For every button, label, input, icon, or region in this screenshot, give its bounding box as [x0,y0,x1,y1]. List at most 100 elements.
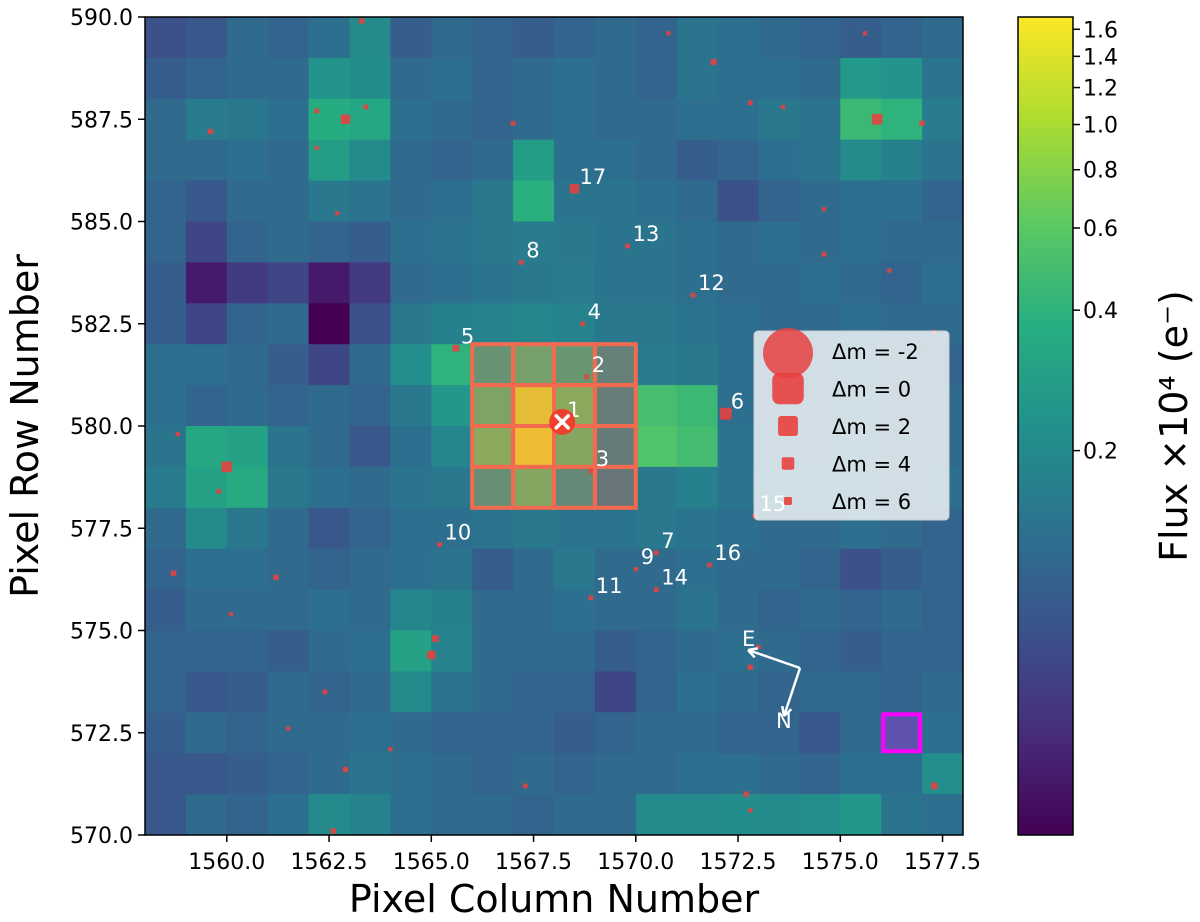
heatmap-pixel [226,548,269,591]
heatmap-pixel [881,671,923,713]
heatmap-pixel [185,630,228,672]
heatmap-pixel [758,57,800,100]
x-tick-label: 1575.0 [802,850,879,875]
heatmap-pixel [431,180,473,223]
star-label: 13 [633,222,660,246]
heatmap-pixel [472,221,514,263]
heatmap-pixel [676,139,719,182]
pixel-heatmap [145,17,963,835]
star-marker [743,791,749,797]
legend-label: Δm = -2 [832,340,919,364]
heatmap-pixel [635,262,678,304]
star-marker [871,113,883,125]
heatmap-pixel [349,753,391,795]
heatmap-pixel [922,57,963,100]
heatmap-pixel [881,548,923,591]
heatmap-pixel [349,671,391,713]
aperture-pixel [470,383,516,429]
heatmap-pixel [226,344,269,386]
heatmap-pixel [390,139,432,182]
heatmap-pixel [226,426,269,468]
heatmap-pixel [881,57,923,100]
heatmap-pixel [635,385,678,427]
heatmap-pixel [635,57,678,100]
photometric-aperture [470,342,923,754]
heatmap-pixel [922,712,963,754]
heatmap-pixel [840,221,882,263]
heatmap-pixel [676,344,719,386]
heatmap-pixel [349,589,391,632]
compass-north-arrow [780,667,802,717]
heatmap-pixel [676,98,719,141]
heatmap-pixel [513,98,555,141]
heatmap-pixel [717,303,760,345]
heatmap-pixel [145,344,187,386]
heatmap-pixel [840,17,882,59]
heatmap-pixel [390,671,432,713]
heatmap-pixel [554,303,596,345]
heatmap-pixel [635,303,678,345]
heatmap-pixel [267,344,310,386]
heatmap-pixel [431,385,473,427]
heatmap-pixel [226,221,269,263]
heatmap-pixel [349,221,391,263]
heatmap-pixel [922,180,963,223]
heatmap-pixel [267,630,310,672]
heatmap-pixel [799,98,841,141]
heatmap-pixel [922,262,963,304]
background-pixel [881,712,923,754]
heatmap-pixel [758,671,800,713]
heatmap-pixel [594,262,637,304]
heatmap-pixel [513,180,555,223]
heatmap-pixel [145,630,187,672]
heatmap-pixel [881,589,923,632]
heatmap-pixel [676,589,719,632]
heatmap-pixel [145,180,187,223]
heatmap-pixel [472,344,514,386]
star-marker [522,783,528,789]
heatmap-pixel [472,17,514,59]
heatmap-pixel [758,589,800,632]
heatmap-pixel [185,262,228,304]
heatmap-pixel [676,794,719,835]
heatmap-pixel [226,671,269,713]
x-tick-label: 1565.0 [393,850,470,875]
star-marker [625,243,631,249]
heatmap-pixel [472,712,514,754]
heatmap-pixel [922,589,963,632]
star-marker [359,18,365,24]
heatmap-pixel [554,630,596,672]
heatmap-pixel [594,303,637,345]
heatmap-pixel [349,385,391,427]
star-label: 17 [579,165,606,189]
heatmap-pixel [390,262,432,304]
aperture-pixel [470,424,516,469]
colorbar-label: Flux ×10⁴ (e⁻) [1152,290,1196,562]
heatmap-pixel [308,753,351,795]
heatmap-pixel [676,671,719,713]
heatmap-pixel [308,221,351,263]
heatmap-pixel [594,385,637,427]
heatmap-pixel [267,753,310,795]
heatmap-pixel [513,57,555,100]
star-marker [314,108,320,114]
heatmap-pixel [185,466,228,509]
heatmap-pixel [472,589,514,632]
heatmap-pixel [881,794,923,835]
heatmap-pixel [594,139,637,182]
legend-marker [772,372,804,405]
heatmap-pixel [594,548,637,591]
heatmap-pixel [594,221,637,263]
heatmap-pixel [676,630,719,672]
heatmap-pixel [922,753,963,795]
heatmap-pixel [145,426,187,468]
legend: Δm = -2 Δm = 0 Δm = 2 Δm = 4 Δm = 6 [753,328,950,521]
heatmap-pixel [635,671,678,713]
heatmap-pixel [145,262,187,304]
heatmap-pixel [308,426,351,468]
heatmap-pixel [799,794,841,835]
heatmap-pixel [145,548,187,591]
heatmap-pixel [226,180,269,223]
aperture-pixel [470,342,516,388]
heatmap-pixel [513,589,555,632]
